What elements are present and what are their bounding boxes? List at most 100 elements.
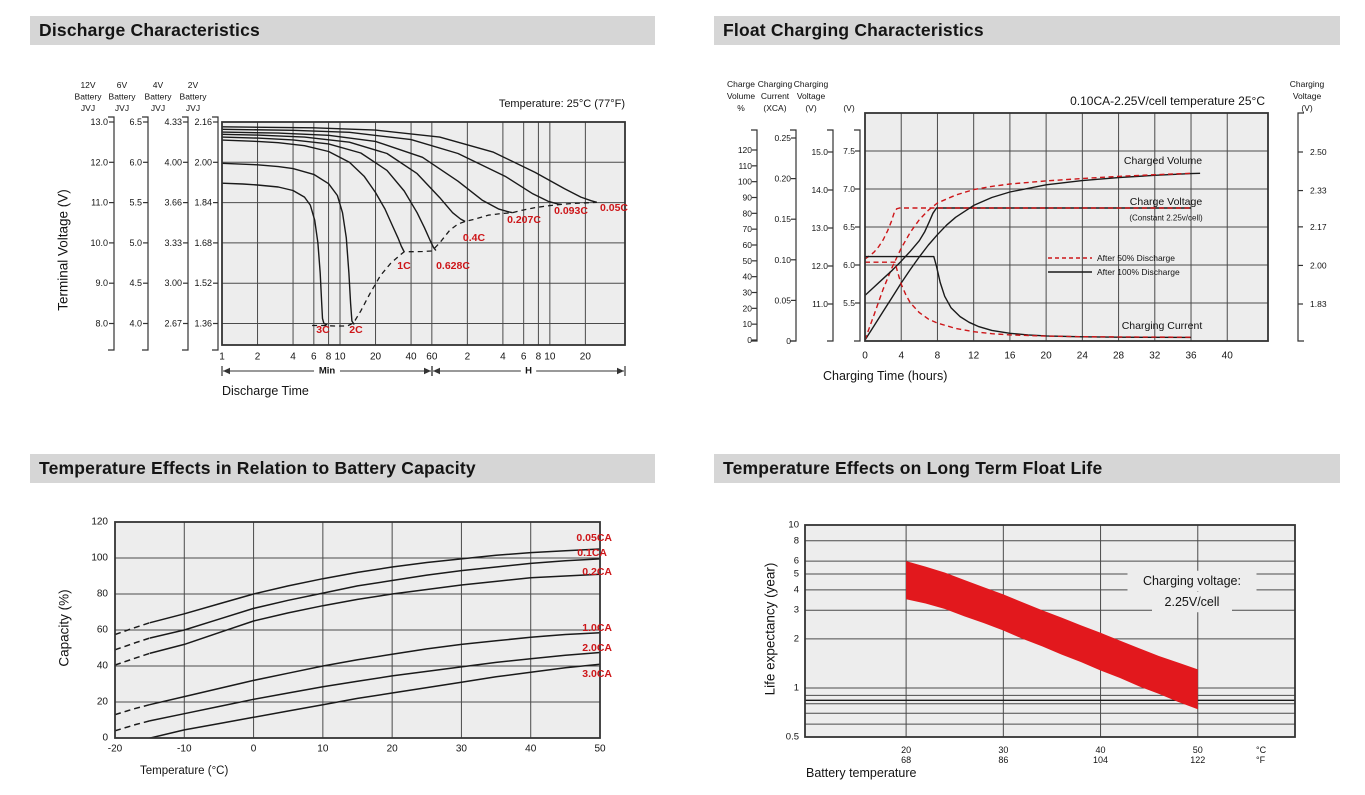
x-tick-label: 4: [290, 352, 296, 363]
section-header-float-charging: Float Charging Characteristics: [714, 16, 1340, 45]
plot-border: [221, 121, 626, 346]
annotation-text: After 50% Discharge: [1097, 253, 1175, 263]
x-tick-label: 12: [968, 351, 980, 362]
x-tick-label: 2: [465, 352, 471, 363]
annotation-text: 0.207C: [507, 214, 541, 226]
x-tick-label: 40: [405, 352, 417, 363]
annotation-text: 1.0CA: [582, 622, 612, 634]
annotation-text: Charge Voltage: [1130, 196, 1203, 208]
axis-tick-label: 2.00: [194, 157, 212, 167]
scale-column-header: (V): [843, 103, 855, 113]
x-tick-label: -20: [108, 744, 123, 755]
axis-tick-label: 5.5: [843, 298, 855, 308]
text-bg: [1127, 570, 1257, 592]
x-tick-label: 30: [998, 745, 1008, 755]
y-tick-label: 4: [794, 584, 799, 595]
annotation-text: 0.4C: [463, 232, 486, 244]
axis-tick-label: 13.0: [90, 117, 108, 127]
annotation-text: 2.0CA: [582, 642, 612, 654]
annotation-text: 2C: [349, 324, 363, 336]
y-tick-label: 0: [102, 733, 108, 744]
text-bg: [520, 362, 537, 380]
annotation-text: 1C: [397, 260, 411, 272]
axis-tick-label: 6.5: [843, 222, 855, 232]
y-tick-label: 5: [794, 569, 799, 580]
axis-tick-label: 100: [738, 177, 752, 187]
scale-column-header: JVJ: [151, 103, 165, 113]
annotation-text: °C: [1256, 745, 1267, 755]
scale-column-header: Charging: [794, 79, 829, 89]
scale-column-header: %: [737, 103, 745, 113]
y-tick-label: 2: [794, 633, 799, 644]
scale-column-header: (V): [805, 103, 817, 113]
x-tick-label: -10: [177, 744, 192, 755]
scale-column-header: Battery: [109, 92, 137, 102]
charge-voltage-100pct: [865, 207, 1191, 296]
scale-column-header: (XCA): [763, 103, 786, 113]
axis-tick-label: 1.36: [194, 319, 212, 329]
scale-column-header: Voltage: [797, 91, 826, 101]
axis-tick-label: 14.0: [811, 185, 828, 195]
axis-tick-label: 1.83: [1310, 299, 1327, 309]
axis-tick-label: 0.15: [774, 214, 791, 224]
plot-border: [804, 524, 1296, 738]
x-tick-label: 1: [219, 352, 225, 363]
arrowhead-right: [617, 367, 624, 375]
capacity-2.0CA-dashed: [115, 720, 150, 732]
scale-column-header: 6V: [117, 80, 128, 90]
axis-tick-label: 6.0: [843, 260, 855, 270]
y-tick-label: 3: [794, 605, 799, 616]
y-tick-label: 100: [91, 553, 108, 564]
axis-tick-label: 4.33: [164, 117, 182, 127]
y-tick-label: 120: [91, 517, 108, 528]
annotation-text: 3C: [316, 324, 330, 336]
x-tick-label: 40: [1222, 351, 1234, 362]
axis-tick-label: 10.0: [90, 238, 108, 248]
x-tick-label: 28: [1113, 351, 1125, 362]
axis-tick-label: 0: [747, 335, 752, 345]
range-label: H: [525, 366, 532, 377]
scale-column-header: Battery: [75, 92, 103, 102]
plot-area: [222, 122, 625, 345]
x-tick-label: 32: [1149, 351, 1161, 362]
x-tick-label: 8: [326, 352, 332, 363]
annotation-text: Charging Current: [1122, 320, 1203, 332]
x-tick-label: 10: [334, 352, 346, 363]
annotation-text: °F: [1256, 755, 1266, 765]
axis-tick-label: 7.5: [843, 146, 855, 156]
annotation-text: 0.1CA: [577, 547, 607, 559]
annotation-text: Battery temperature: [806, 766, 917, 780]
axis-tick-label: 3.33: [164, 238, 182, 248]
arrowhead-left: [433, 367, 440, 375]
curve-2C: [222, 162, 355, 325]
section-title-temp-capacity: Temperature Effects in Relation to Batte…: [39, 458, 476, 478]
axis-tick-label: 80: [743, 208, 753, 218]
axis-bracket: [182, 116, 189, 351]
y-tick-label: 6: [794, 556, 799, 567]
annotation-text: Life expectancy (year): [763, 563, 778, 696]
scale-column-header: 4V: [153, 80, 164, 90]
x-tick-label: 30: [456, 744, 468, 755]
chart-float-charging-characteristics: 010203040506070809010011012000.050.100.1…: [727, 79, 1327, 383]
annotation-text: (Constant 2.25v/cell): [1129, 214, 1203, 223]
y-tick-label: 1: [794, 682, 799, 693]
x-tick-label: 4: [500, 352, 506, 363]
axis-tick-label: 70: [743, 224, 753, 234]
x-tick-label: 24: [1077, 351, 1089, 362]
curve-0.207C: [222, 131, 513, 214]
axis-tick-label: 90: [743, 193, 753, 203]
capacity-0.2CA: [149, 573, 600, 655]
axis-tick-label: 7.0: [843, 184, 855, 194]
scale-column-header: JVJ: [81, 103, 95, 113]
curve-0.093C: [222, 128, 562, 206]
axis-tick-label: 2.67: [164, 319, 182, 329]
annotation-text: Temperature: 25°C (77°F): [499, 98, 625, 110]
axis-tick-label: 2.16: [194, 117, 212, 127]
annotation-text: After 100% Discharge: [1097, 267, 1180, 277]
axis-bracket: [854, 129, 861, 342]
x-tick-label: 20: [580, 352, 592, 363]
axis-tick-label: 6.5: [129, 117, 142, 127]
x-tick-label: 122: [1190, 755, 1205, 765]
